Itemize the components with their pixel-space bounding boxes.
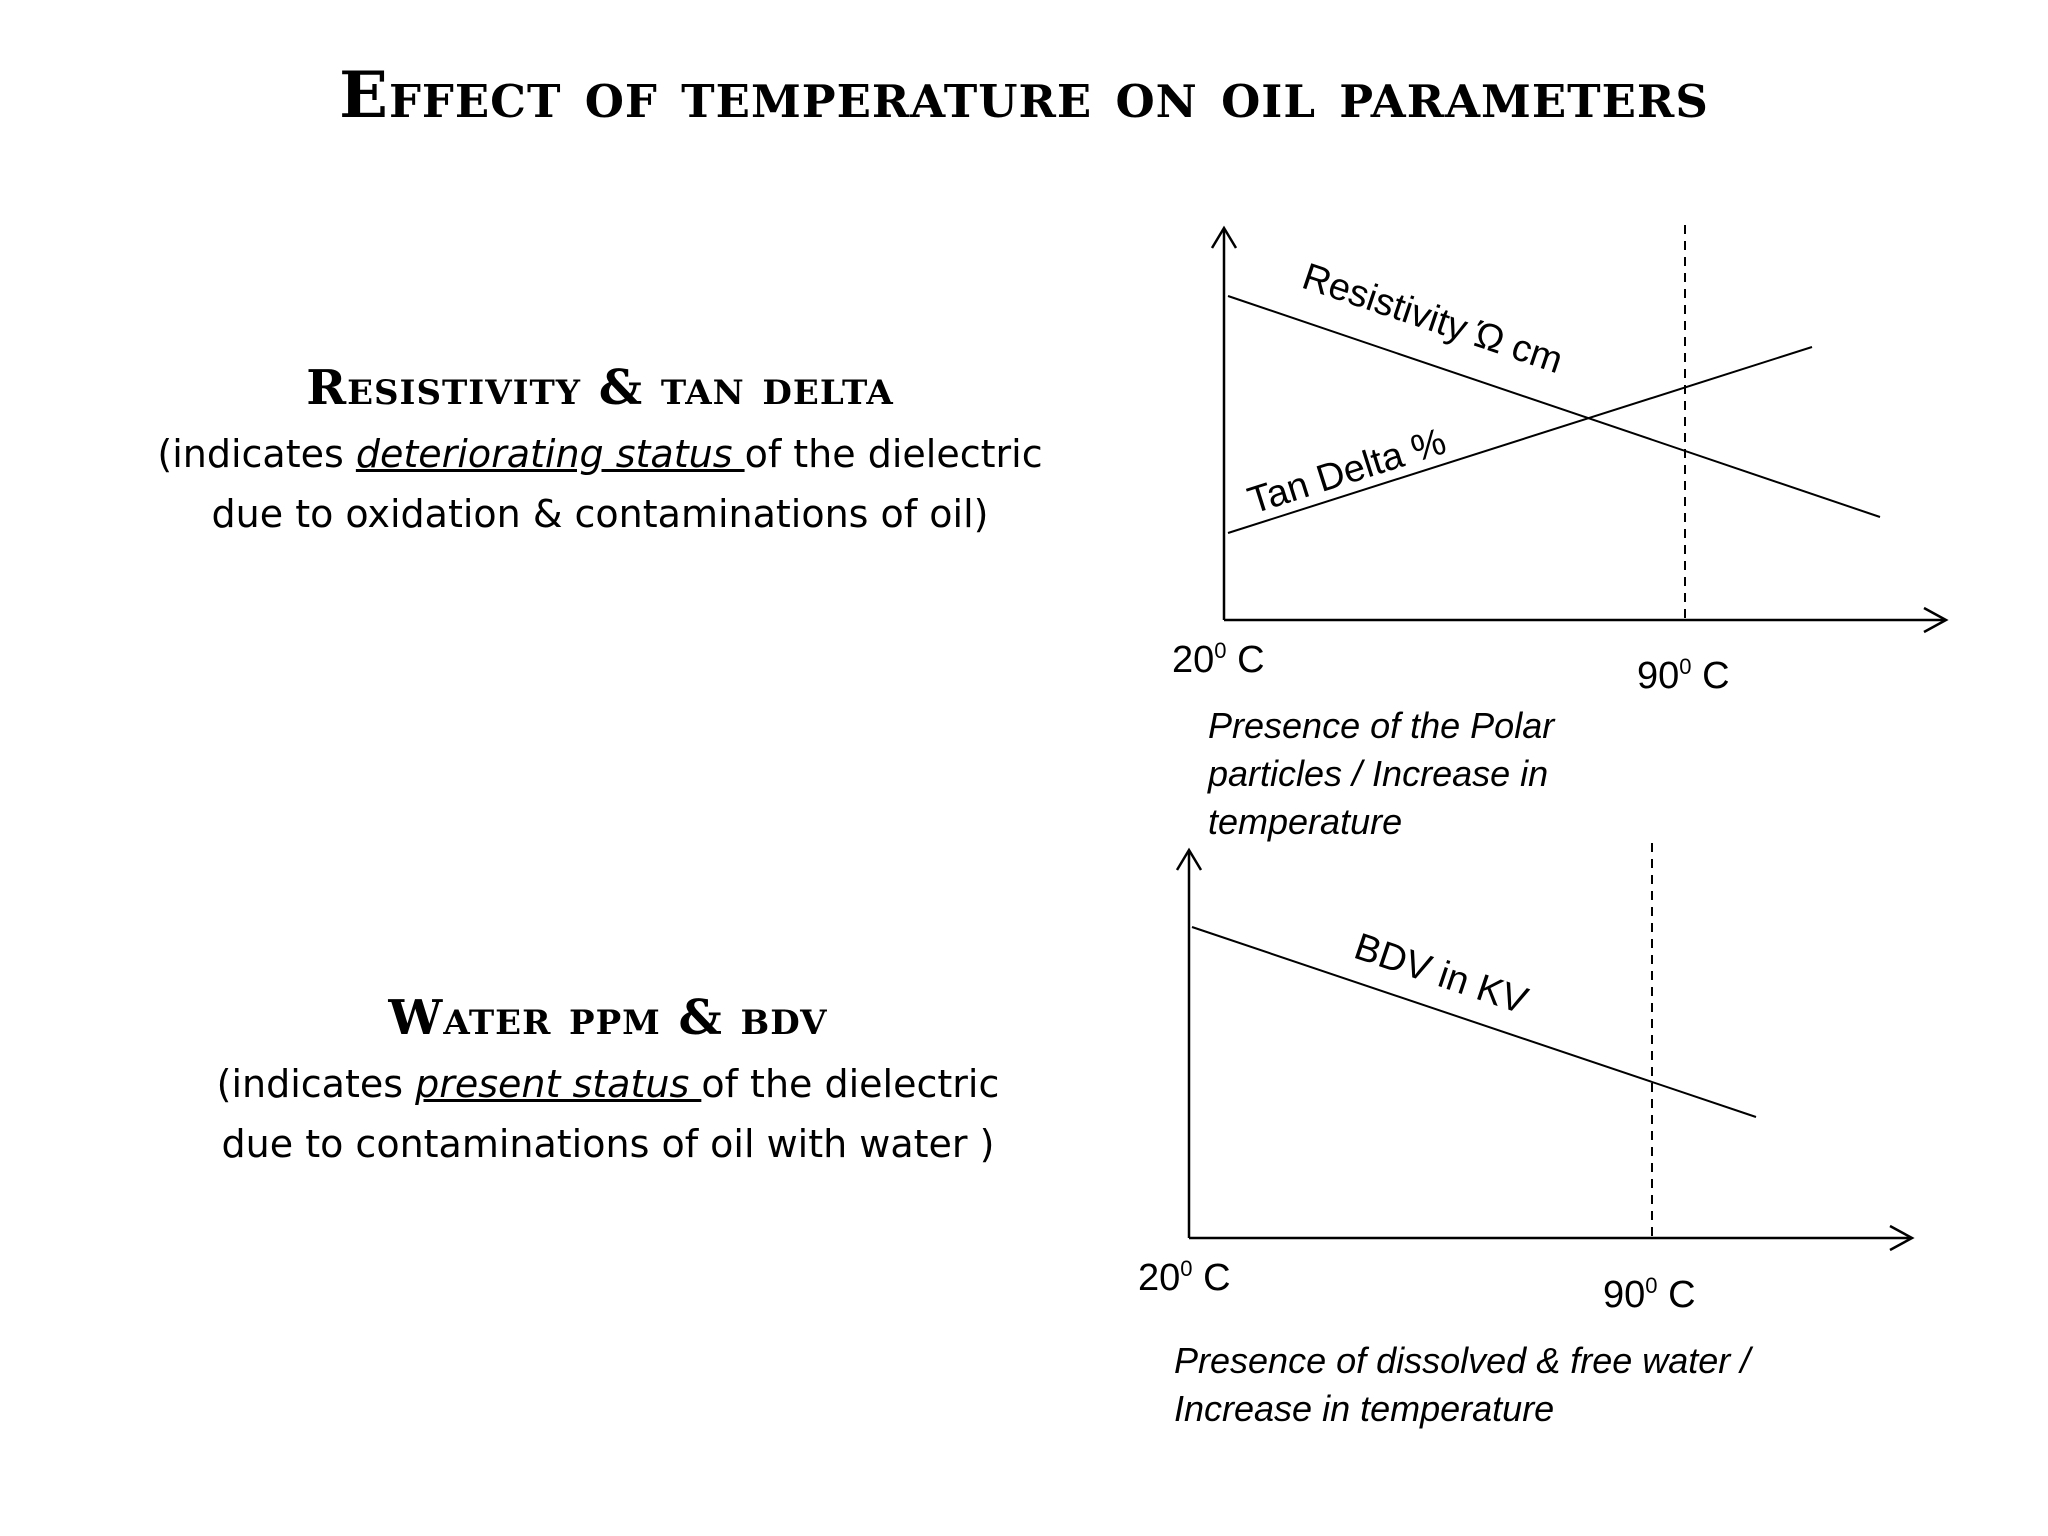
x-axis-arrow-icon — [1889, 1224, 1915, 1252]
resistivity-heading: Resistivity & tan delta — [306, 360, 894, 416]
y-axis-arrow-icon — [1210, 225, 1238, 249]
diagram2-caption-line1: Presence of dissolved & free water / — [1174, 1340, 1754, 1381]
resistivity-description: (indicates deteriorating status of the d… — [80, 424, 1120, 544]
x-end-label: 900 C — [1637, 654, 1730, 697]
slide-title: Effect of temperature on oil parameters — [339, 58, 1709, 133]
water-desc-emphasis: present status — [415, 1062, 702, 1106]
diagram1-caption-line1: Presence of the Polar — [1208, 705, 1556, 746]
water-desc-prefix: (indicates — [216, 1062, 416, 1106]
water-heading: Water ppm & bdv — [388, 990, 828, 1046]
y-axis-arrow-icon — [1175, 847, 1203, 871]
resistivity-desc-prefix: (indicates — [157, 432, 356, 476]
resistivity-line-label: Resistivity Ώ cm — [1297, 256, 1568, 382]
resistivity-desc-line2: due to oxidation & contaminations of oil… — [211, 492, 989, 536]
water-desc-suffix: of the dielectric — [701, 1062, 1000, 1106]
water-section: Water ppm & bdv (indicates present statu… — [80, 990, 1136, 1174]
water-description: (indicates present status of the dielect… — [80, 1054, 1136, 1174]
x-axis-arrow-icon — [1923, 606, 1949, 634]
diagram-resistivity-tan-delta — [1210, 225, 1949, 634]
x-start-label: 200 C — [1172, 638, 1265, 681]
diagram-water-bdv — [1175, 843, 1915, 1252]
resistivity-section: Resistivity & tan delta (indicates deter… — [80, 360, 1120, 544]
tan-delta-line — [1227, 346, 1813, 534]
diagram1-caption-line2: particles / Increase in — [1207, 753, 1548, 794]
water-desc-line2: due to contaminations of oil with water … — [221, 1122, 995, 1166]
resistivity-desc-suffix: of the dielectric — [744, 432, 1043, 476]
resistivity-line — [1227, 295, 1881, 518]
diagram1-caption-line3: temperature — [1208, 801, 1402, 842]
x-end-label: 900 C — [1603, 1273, 1696, 1316]
diagram2-caption-line2: Increase in temperature — [1174, 1388, 1554, 1429]
x-start-label: 200 C — [1138, 1256, 1231, 1299]
bdv-line-label: BDV in KV — [1349, 926, 1533, 1023]
bdv-line — [1191, 926, 1757, 1118]
resistivity-desc-emphasis: deteriorating status — [355, 432, 745, 476]
